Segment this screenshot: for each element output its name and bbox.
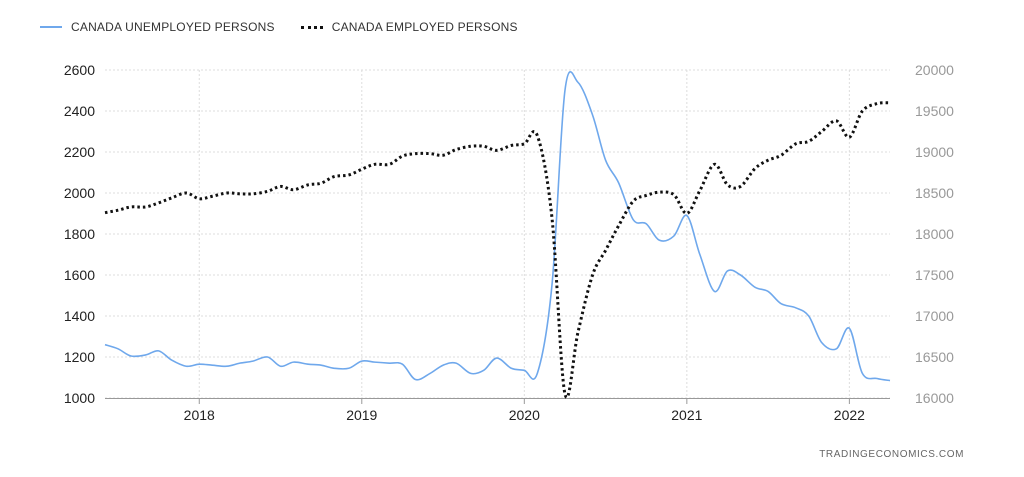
grid-lines [105, 69, 890, 399]
y-axis-left: 1000 1200 1400 1600 1800 2000 2200 2400 2600 [64, 62, 95, 406]
x-tick-label: 2021 [671, 407, 702, 423]
y-left-tick-label: 2600 [64, 62, 95, 78]
y-right-tick-label: 18000 [915, 226, 954, 242]
y-axis-right: 16000 16500 17000 17500 18000 18500 19000 19500… [915, 62, 954, 406]
y-right-tick-label: 17500 [915, 267, 954, 283]
y-left-tick-label: 1800 [64, 226, 95, 242]
legend-item-employed[interactable]: CANADA EMPLOYED PERSONS [300, 20, 518, 34]
y-right-tick-label: 17000 [915, 308, 954, 324]
x-axis: 2018 2019 2020 2021 2022 [105, 398, 890, 423]
legend: CANADA UNEMPLOYED PERSONS CANADA EMPLOYE… [40, 20, 544, 34]
legend-label-employed: CANADA EMPLOYED PERSONS [331, 20, 518, 34]
series-line-unemployed[interactable] [104, 71, 891, 382]
x-tick-label: 2022 [834, 407, 865, 423]
y-left-tick-label: 1400 [64, 308, 95, 324]
legend-item-unemployed[interactable]: CANADA UNEMPLOYED PERSONS [40, 20, 275, 34]
series-line-employed[interactable] [104, 101, 891, 399]
x-tick-label: 2018 [184, 407, 215, 423]
y-left-tick-label: 1000 [64, 390, 95, 406]
legend-swatch-dotted [300, 25, 323, 29]
y-right-tick-label: 16500 [915, 349, 954, 365]
y-left-tick-label: 2200 [64, 144, 95, 160]
x-tick-label: 2020 [509, 407, 540, 423]
y-right-tick-label: 20000 [915, 62, 954, 78]
y-right-tick-label: 19000 [915, 144, 954, 160]
y-right-tick-label: 16000 [915, 390, 954, 406]
y-right-tick-label: 19500 [915, 103, 954, 119]
y-right-tick-label: 18500 [915, 185, 954, 201]
legend-label-unemployed: CANADA UNEMPLOYED PERSONS [71, 20, 275, 34]
series-lines [104, 71, 891, 399]
y-left-tick-label: 1200 [64, 349, 95, 365]
x-tick-label: 2019 [346, 407, 377, 423]
legend-swatch-solid [40, 26, 62, 28]
y-left-tick-label: 2000 [64, 185, 95, 201]
source-credit[interactable]: TRADINGECONOMICS.COM [819, 449, 964, 460]
y-left-tick-label: 2400 [64, 103, 95, 119]
y-left-tick-label: 1600 [64, 267, 95, 283]
